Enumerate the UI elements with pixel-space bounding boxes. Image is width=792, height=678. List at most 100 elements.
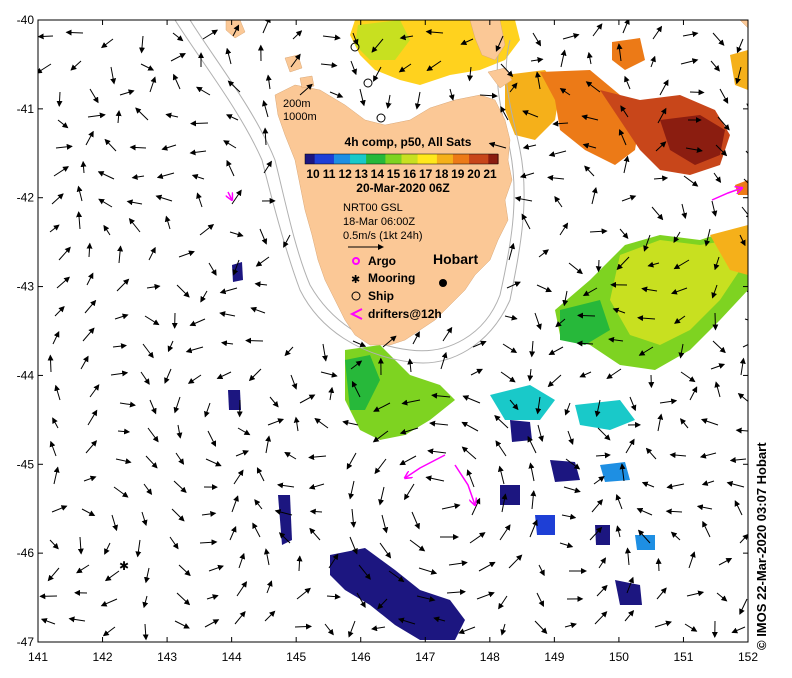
current-arrow (666, 483, 685, 490)
current-arrow (351, 380, 361, 398)
current-arrow (207, 430, 217, 447)
current-arrow (624, 610, 635, 622)
current-arrow (612, 307, 626, 314)
current-arrow (117, 428, 131, 435)
lon-tick-label: 143 (157, 650, 177, 664)
lat-tick-label: -43 (17, 280, 35, 294)
current-arrow (739, 533, 748, 544)
current-arrow (615, 525, 622, 538)
lon-tick-label: 148 (480, 650, 500, 664)
colorbar-segment (317, 154, 322, 164)
sst-patch-blue-mid (510, 420, 532, 442)
current-arrow (689, 386, 698, 401)
current-arrow (176, 284, 190, 298)
colorbar-segment (378, 154, 383, 164)
current-arrow (116, 278, 130, 292)
current-arrow (519, 172, 535, 179)
sst-patch-east-dark (660, 115, 725, 165)
current-arrow (433, 616, 446, 623)
current-arrow (322, 343, 328, 362)
current-arrow (538, 564, 545, 577)
current-arrow (167, 340, 174, 353)
colorbar-segment (369, 154, 374, 164)
sst-patch-green-south (560, 300, 610, 345)
current-product: NRT00 GSL (343, 202, 403, 214)
current-arrow (262, 127, 269, 146)
current-arrow (232, 259, 240, 276)
colorbar-segment (340, 154, 345, 164)
current-arrow (712, 32, 725, 46)
current-arrow (495, 440, 507, 457)
current-arrow (582, 287, 598, 297)
current-arrow (264, 610, 276, 622)
current-arrow (238, 552, 246, 569)
current-arrow (655, 557, 662, 572)
colorbar (304, 153, 499, 165)
colorbar-segment (481, 154, 486, 164)
current-arrow (104, 138, 117, 152)
colorbar-tick-label: 21 (483, 167, 497, 181)
current-arrow (479, 92, 498, 99)
current-arrow (308, 483, 325, 490)
current-arrow (469, 532, 486, 544)
lat-axis: -40 -41 -42 -43 -44 -45 -46 -47 (17, 13, 748, 649)
current-arrow (49, 224, 60, 233)
current-arrow (208, 564, 224, 572)
current-arrow (259, 228, 268, 245)
current-arrow (77, 536, 84, 555)
current-arrow (229, 231, 244, 238)
current-arrow (199, 224, 215, 236)
current-arrow (324, 623, 334, 636)
current-arrow (372, 430, 389, 443)
lon-tick-label: 152 (738, 650, 758, 664)
current-arrow (710, 60, 720, 72)
current-arrow (739, 598, 748, 615)
current-arrow (56, 91, 63, 107)
current-arrow (145, 455, 158, 469)
current-arrow (200, 290, 208, 303)
current-arrow (51, 505, 68, 513)
current-arrow (414, 91, 421, 110)
current-arrow (501, 493, 508, 513)
current-arrow (713, 256, 720, 271)
current-arrow (254, 281, 268, 288)
sst-patch-blue-e1 (550, 460, 580, 482)
current-arrow (381, 514, 389, 534)
current-arrow (404, 483, 415, 501)
current-arrow (498, 595, 508, 610)
current-arrow (296, 587, 311, 600)
current-arrow (495, 35, 504, 52)
current-arrow (466, 469, 475, 488)
current-arrow (320, 62, 338, 69)
ship-marker (363, 78, 373, 88)
current-arrow (299, 83, 313, 96)
current-arrow (263, 548, 270, 566)
current-arrow (250, 306, 266, 314)
current-arrow (416, 595, 436, 602)
sst-patch-east-yellow (505, 70, 560, 140)
current-arrow (377, 598, 388, 610)
current-arrow (508, 242, 516, 261)
current-arrow (504, 314, 518, 321)
colorbar-segment (324, 154, 329, 164)
current-arrow (140, 371, 150, 385)
current-arrow (277, 482, 295, 489)
current-arrow (103, 224, 111, 236)
current-arrow (622, 20, 630, 34)
current-arrow (161, 144, 177, 151)
current-arrow (135, 539, 142, 558)
current-arrow (619, 463, 626, 482)
drifter-legend-symbol (349, 308, 363, 320)
current-arrow (293, 416, 300, 432)
current-arrow (142, 623, 149, 641)
lon-tick-label: 144 (222, 650, 242, 664)
colorbar-segment (330, 154, 335, 164)
sst-patch-blue-e3 (595, 525, 610, 545)
current-arrow (426, 60, 442, 72)
plot-frame (37, 19, 749, 643)
current-arrow (652, 25, 663, 40)
current-arrow (530, 57, 544, 63)
current-arrow (196, 192, 203, 208)
colorbar-segment (414, 154, 419, 164)
current-arrow (146, 283, 161, 290)
